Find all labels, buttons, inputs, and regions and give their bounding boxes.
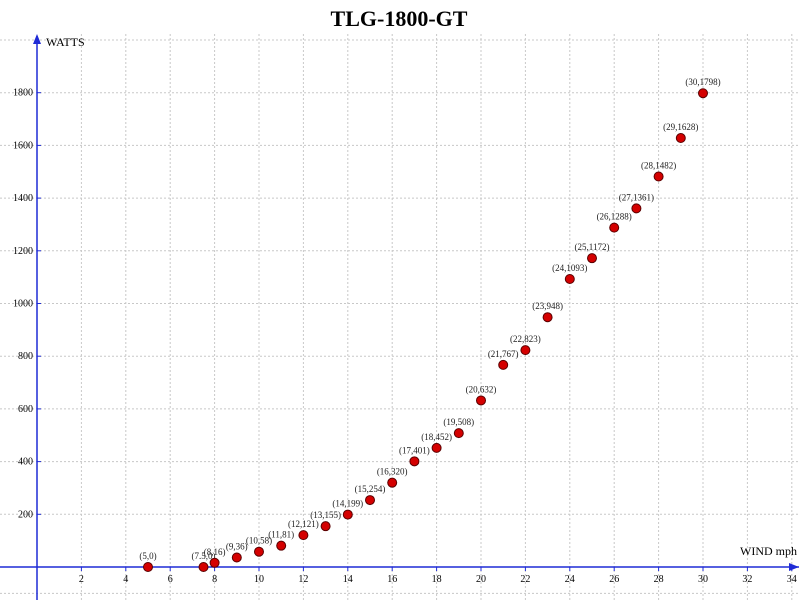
data-point [387,477,398,488]
data-point-label: (21,767) [488,349,519,359]
x-tick-label: 14 [343,574,353,585]
data-point [254,546,264,557]
x-tick-label: 24 [565,574,575,585]
data-point-label: (25,1172) [575,242,610,252]
data-point [542,312,553,323]
y-tick-label: 200 [18,509,33,520]
x-axis-arrow [789,563,799,571]
data-point [320,521,331,532]
x-tick-label: 2 [79,574,84,585]
x-tick-label: 28 [654,574,664,585]
x-tick-label: 22 [520,574,530,585]
x-tick-label: 8 [212,574,217,585]
data-point-label: (22,823) [510,334,541,344]
data-point-label: (11,81) [268,530,294,540]
data-point [520,345,531,356]
data-point [587,253,597,264]
y-axis-arrow [33,34,41,44]
x-tick-label: 12 [298,574,308,585]
data-point-label: (29,1628) [663,122,698,132]
data-point-label: (9,36) [226,542,248,552]
x-tick-label: 30 [698,574,708,585]
data-point-label: (27,1361) [619,192,654,202]
data-point-label: (26,1288) [597,212,632,222]
data-point-label: (19,508) [443,417,474,427]
data-point [431,442,442,453]
data-point-label: (16,320) [377,467,408,477]
x-tick-label: 26 [609,574,619,585]
x-tick-label: 18 [432,574,442,585]
y-tick-label: 1600 [13,140,33,151]
data-point [675,133,686,144]
data-point [564,273,575,284]
data-point [209,557,220,568]
data-point-label: (17,401) [399,445,430,455]
data-point [198,562,209,572]
x-tick-label: 16 [387,574,397,585]
data-points: (5,0) (7.5,0)(8,16)(9,36)(10,58)(11,81)(1… [139,77,721,572]
x-tick-label: 6 [168,574,173,585]
data-point [498,359,509,370]
data-point-label: (12,121) [288,519,319,529]
data-point [365,495,375,506]
data-point [231,552,242,563]
data-point [609,222,620,233]
data-point [409,456,420,467]
data-point [476,395,486,406]
chart-title: TLG-1800-GT [331,6,468,31]
data-point-label: (14,199) [332,499,363,509]
y-tick-label: 600 [18,404,33,415]
data-point-label: (15,254) [355,484,386,494]
data-point [453,428,464,439]
data-point [653,171,664,182]
data-point [276,540,287,551]
y-tick-label: 800 [18,351,33,362]
x-axis-label: WIND mph [740,544,797,558]
x-tick-label: 32 [742,574,752,585]
data-point-label: (30,1798) [685,77,720,87]
x-tick-label: 10 [254,574,264,585]
y-tick-label: 400 [18,457,33,468]
data-point-label: (10,58) [246,536,272,546]
data-point [631,203,642,214]
data-point-label: (7.5,0) [192,551,216,561]
data-point-label: (20,632) [466,384,497,394]
x-tick-label: 4 [123,574,128,585]
data-point-label: (13,155) [310,510,341,520]
data-point [698,88,708,99]
data-point [298,530,309,541]
data-point-label: (23,948) [532,301,563,311]
data-point-label: (8,16) [204,547,226,557]
x-tick-label: 34 [787,574,797,585]
x-tick-label: 20 [476,574,486,585]
ticks: 2 4 6 8 10 12 14 16 18 20 22 24 26 28 30 32 342004006008… [13,34,799,585]
y-tick-label: 1800 [13,88,33,99]
data-point [143,562,153,572]
data-point-label: (5,0) [139,551,156,561]
data-point-label: (18,452) [421,432,452,442]
y-tick-label: 1200 [13,246,33,257]
y-tick-label: 1000 [13,299,33,310]
axes [0,36,799,600]
y-axis-label: WATTS [46,35,85,49]
data-point-label: (24,1093) [552,263,587,273]
data-point-label: (28,1482) [641,160,676,170]
grid [0,34,799,600]
data-point [342,509,353,520]
y-tick-label: 1400 [13,193,33,204]
